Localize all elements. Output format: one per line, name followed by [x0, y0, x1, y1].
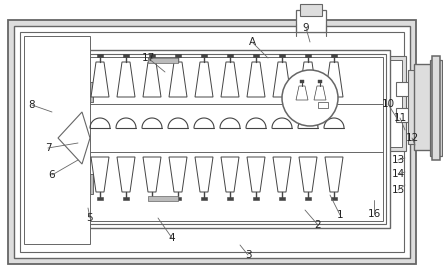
Bar	[396, 108, 443, 122]
Bar	[97, 54, 103, 57]
Text: 12: 12	[405, 133, 419, 143]
Text: 6: 6	[49, 170, 55, 180]
Bar	[305, 54, 311, 57]
Bar	[123, 197, 129, 200]
Polygon shape	[299, 62, 317, 97]
Text: 7: 7	[45, 143, 51, 153]
Polygon shape	[325, 62, 343, 97]
Bar	[75, 174, 93, 194]
Bar	[331, 197, 337, 200]
Polygon shape	[91, 62, 109, 97]
Bar	[201, 197, 207, 200]
Bar	[318, 102, 328, 108]
Bar	[253, 197, 259, 200]
Bar	[227, 54, 233, 57]
Text: 11: 11	[393, 113, 407, 123]
Polygon shape	[143, 157, 161, 192]
Bar	[175, 54, 181, 57]
Bar	[432, 56, 440, 160]
Bar	[305, 197, 311, 200]
Bar	[300, 80, 304, 83]
Bar	[148, 58, 178, 63]
Bar	[331, 54, 337, 57]
Bar	[20, 32, 404, 252]
Text: 10: 10	[381, 99, 395, 109]
Bar	[175, 197, 181, 200]
Polygon shape	[296, 86, 308, 100]
Text: 2: 2	[315, 220, 321, 230]
Polygon shape	[195, 62, 213, 97]
Polygon shape	[117, 157, 135, 192]
Circle shape	[282, 70, 338, 126]
Polygon shape	[299, 157, 317, 192]
Polygon shape	[221, 62, 239, 97]
Text: A: A	[249, 37, 256, 47]
Bar	[75, 82, 93, 102]
Text: 3: 3	[245, 250, 251, 260]
Polygon shape	[117, 62, 135, 97]
Polygon shape	[143, 62, 161, 97]
Bar	[253, 54, 259, 57]
Polygon shape	[169, 157, 187, 192]
Bar	[86, 54, 386, 224]
Polygon shape	[169, 62, 187, 97]
Bar	[24, 36, 90, 244]
Bar	[14, 26, 410, 258]
Polygon shape	[273, 62, 291, 97]
Text: 13: 13	[391, 155, 404, 165]
Polygon shape	[195, 157, 213, 192]
Polygon shape	[91, 157, 109, 192]
Bar	[148, 196, 178, 201]
Polygon shape	[247, 62, 265, 97]
Bar	[8, 20, 416, 264]
Bar	[296, 10, 326, 32]
Polygon shape	[273, 157, 291, 192]
Bar	[382, 60, 402, 147]
Bar	[279, 54, 285, 57]
Bar	[300, 4, 322, 16]
Text: 4: 4	[169, 233, 175, 243]
Text: 8: 8	[29, 100, 35, 110]
Bar	[318, 80, 322, 83]
Bar	[378, 56, 406, 151]
Polygon shape	[247, 157, 265, 192]
Polygon shape	[314, 86, 326, 100]
Bar	[97, 197, 103, 200]
Bar	[396, 82, 443, 96]
Bar	[201, 54, 207, 57]
Text: 16: 16	[367, 209, 381, 219]
Bar	[414, 64, 432, 150]
Polygon shape	[58, 112, 90, 164]
Bar	[89, 57, 383, 221]
Bar	[430, 60, 442, 156]
Polygon shape	[325, 157, 343, 192]
Text: 5: 5	[87, 213, 93, 223]
Bar	[408, 70, 434, 144]
Bar	[123, 54, 129, 57]
Bar	[227, 197, 233, 200]
Text: 15: 15	[391, 185, 404, 195]
Polygon shape	[221, 157, 239, 192]
Bar	[82, 50, 390, 228]
Text: 9: 9	[303, 23, 309, 33]
Bar	[149, 54, 155, 57]
Bar	[279, 197, 285, 200]
Text: 1: 1	[337, 210, 343, 220]
Text: 17: 17	[141, 53, 155, 63]
Text: 14: 14	[391, 169, 404, 179]
Bar	[149, 197, 155, 200]
